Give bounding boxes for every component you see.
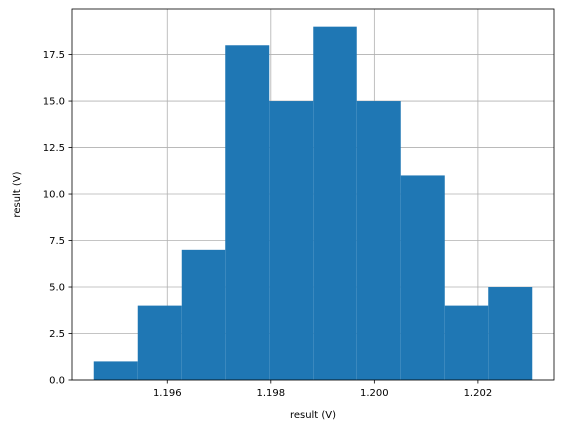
histogram-bar-2	[181, 249, 226, 380]
y-tick-label-1: 2.5	[49, 329, 65, 340]
histogram-bar-9	[488, 287, 533, 380]
histogram-bar-7	[400, 175, 445, 380]
histogram-bar-0	[93, 361, 138, 380]
y-tick-label-2: 5.0	[49, 283, 65, 294]
histogram-bar-6	[356, 101, 401, 380]
y-axis-label: result (V)	[12, 171, 23, 217]
histogram-bar-8	[444, 305, 489, 380]
y-tick-label-7: 17.5	[43, 50, 65, 61]
histogram-bar-1	[137, 305, 182, 380]
bars-layer	[93, 26, 533, 381]
y-tick-label-4: 10.0	[43, 190, 65, 201]
ticks-layer: 1.196 1.198 1.200 1.202 0.0 2.5 5.0 7.5 10.0 12.5…	[43, 50, 492, 399]
x-tick-label-2: 1.200	[360, 388, 389, 399]
y-tick-label-0: 0.0	[49, 376, 65, 387]
histogram-bar-5	[313, 26, 357, 381]
y-tick-label-6: 15.0	[43, 97, 65, 108]
y-tick-label-5: 12.5	[43, 143, 65, 154]
x-tick-label-0: 1.196	[153, 388, 182, 399]
plot-frame	[71, 8, 555, 381]
histogram-bar-3	[225, 45, 270, 381]
x-tick-label-3: 1.202	[464, 388, 493, 399]
histogram-bar-4	[269, 101, 314, 380]
x-tick-label-1: 1.198	[256, 388, 285, 399]
y-tick-label-3: 7.5	[49, 236, 65, 247]
x-axis-label: result (V)	[290, 410, 336, 421]
